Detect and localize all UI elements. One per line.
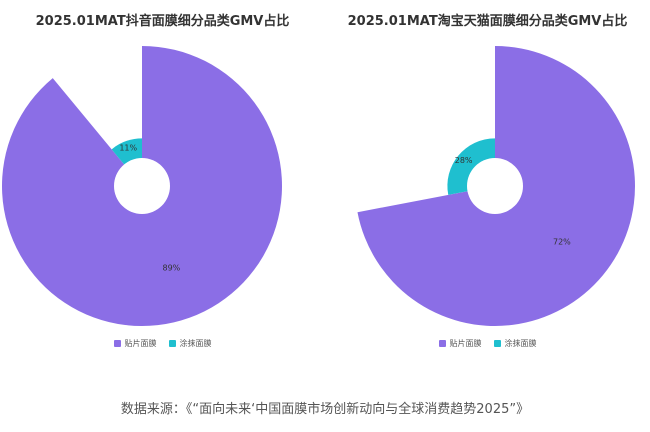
legend-label: 涂抹面膜 [504,339,537,348]
chart-title: 2025.01MAT淘宝天猫面膜细分品类GMV占比 [347,14,628,29]
legend-item-sheet-mask: 贴片面膜 [438,338,482,349]
chart-legend: 贴片面膜 涂抹面膜 [0,338,325,349]
legend-item-wash-off-mask: 涂抹面膜 [493,338,537,349]
legend-label: 贴片面膜 [449,339,482,348]
donut-hole [114,158,170,214]
legend-label: 涂抹面膜 [179,339,212,348]
source-note: 数据来源：《“面向未来‘中国面膜市场创新动向与全球消费趋势2025”》 [120,402,530,417]
slice-data-label: 11% [119,144,137,153]
chart-legend: 贴片面膜 涂抹面膜 [325,338,650,349]
donut-hole [467,158,523,214]
slice-data-label: 72% [553,237,571,246]
chart-panel-douyin: 2025.01MAT抖音面膜细分品类GMV占比 89% 11% 贴片面膜 涂抹面膜 [0,0,325,380]
legend-swatch [113,340,121,347]
chart-title: 2025.01MAT抖音面膜细分品类GMV占比 [35,14,290,29]
legend-item-sheet-mask: 贴片面膜 [113,338,157,349]
legend-item-wash-off-mask: 涂抹面膜 [168,338,212,349]
legend-swatch [168,340,176,347]
slice-data-label: 28% [455,156,473,165]
chart-panel-taobao-tmall: 2025.01MAT淘宝天猫面膜细分品类GMV占比 72% 28% 贴片面膜 涂抹… [325,0,650,380]
pie-chart-taobao-tmall: 72% 28% [357,46,635,326]
pie-chart-douyin: 89% 11% [1,46,282,326]
legend-label: 贴片面膜 [124,339,157,348]
legend-swatch [493,340,501,347]
legend-swatch [438,340,446,347]
slice-data-label: 89% [163,264,181,273]
